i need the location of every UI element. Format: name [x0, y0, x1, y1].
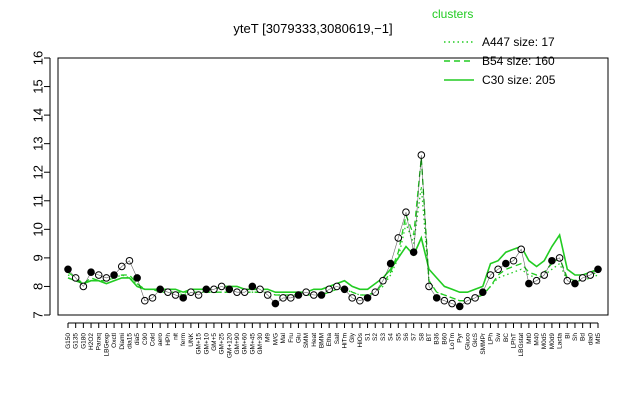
x-tick-label: S5 — [395, 333, 402, 341]
x-tick-label: HPh — [165, 333, 172, 346]
chart-title: yteT [3079333,3080619,−1] — [233, 21, 392, 36]
x-tick-label: nit — [173, 333, 180, 340]
y-tick-label: 13 — [31, 136, 46, 150]
x-tick-label: S1 — [365, 333, 372, 341]
series-line-dotted — [67, 186, 599, 302]
x-tick-label: BC — [503, 333, 510, 342]
y-tick-label: 9 — [31, 254, 46, 261]
x-tick-label: LPhT — [511, 333, 518, 349]
x-tick-label: Oxctl — [111, 332, 118, 347]
x-tick-label: Bd — [580, 333, 587, 341]
x-tick-label: Pyr — [457, 332, 464, 343]
x-tick-label: Mal — [280, 332, 287, 343]
x-tick-label: GM+120 — [226, 333, 233, 358]
plot-border — [57, 57, 609, 316]
y-tick-label: 8 — [31, 283, 46, 290]
x-tick-label: Salt — [334, 333, 341, 344]
x-tick-label: SMMPr — [480, 332, 487, 355]
x-tick-label: LBGexp — [103, 333, 110, 357]
x-tick-label: Cold — [149, 333, 156, 347]
x-tick-label: Diami — [119, 333, 126, 350]
x-tick-label: LoTm — [449, 333, 456, 350]
x-tick-label: M40 — [534, 333, 541, 346]
x-tick-label: Mt5 — [595, 333, 602, 344]
x-tick-label: GM+25 — [219, 333, 226, 355]
x-tick-label: HiOs — [357, 332, 364, 347]
x-tick-label: dia15 — [126, 333, 133, 349]
x-tick-label: Fru — [288, 333, 295, 343]
x-tick-label: H2O2 — [88, 333, 95, 350]
x-tick-label: UNK — [188, 332, 195, 346]
x-tick-label: Heat — [311, 333, 318, 347]
x-tick-label: Bl — [564, 332, 571, 338]
x-tick-label: S7 — [411, 333, 418, 341]
legend: clusters A447 size: 17 B54 size: 160 C30 s… — [432, 7, 556, 87]
x-tick-label: GM+15 — [196, 333, 203, 355]
x-tick-label: Glu — [295, 333, 302, 344]
x-tick-label: S2 — [372, 333, 379, 341]
x-tick-label: G135 — [73, 333, 80, 349]
x-tick-label: C90 — [142, 333, 149, 345]
x-tick-label: LPh — [487, 333, 494, 345]
x-tick-label: GM+60 — [242, 333, 249, 355]
x-tick-label: Sh — [572, 333, 579, 341]
x-tick-label: M0d5 — [541, 333, 548, 350]
y-tick-label: 12 — [31, 165, 46, 179]
x-tick-label: M0d9 — [549, 333, 556, 350]
x-axis: G150 G135 G180 H2O2 Paraq LBGexp Oxctl Diami dia… — [65, 322, 602, 358]
x-tick-label: HiTm — [342, 333, 349, 349]
x-tick-label: ferm — [180, 333, 187, 346]
x-tick-label: aero — [157, 333, 164, 346]
x-tick-label: Etha — [326, 333, 333, 347]
x-tick-label: B36 — [434, 333, 441, 345]
series-layer — [64, 151, 602, 311]
legend-label: B54 size: 160 — [482, 54, 555, 68]
x-tick-label: GM+30 — [257, 333, 264, 355]
x-tick-label: G180 — [80, 333, 87, 349]
y-axis: 7 8 9 10 11 12 13 14 15 16 — [31, 51, 51, 319]
x-tick-label: S8 — [418, 333, 425, 341]
x-tick-label: GM+90 — [234, 333, 241, 355]
y-tick-label: 16 — [31, 51, 46, 65]
y-tick-label: 14 — [31, 108, 46, 122]
x-tick-label: BT — [426, 333, 433, 341]
y-tick-label: 7 — [31, 311, 46, 318]
x-tick-label: GM+5 — [211, 333, 218, 351]
plot-area — [57, 57, 609, 316]
data-line — [67, 155, 599, 307]
series-line-solid — [67, 233, 599, 294]
x-tick-label: Paraq — [96, 333, 103, 351]
x-tick-label: S6 — [403, 333, 410, 341]
x-tick-label: GM+45 — [249, 333, 256, 355]
x-tick-label: dia0 — [587, 333, 594, 346]
legend-label: A447 size: 17 — [482, 35, 555, 49]
x-tick-label: Sw — [495, 333, 502, 342]
x-tick-label: M/G — [272, 333, 279, 345]
series-line-dashed — [67, 157, 599, 302]
y-tick-label: 10 — [31, 222, 46, 236]
x-tick-label: Gly — [349, 332, 356, 343]
x-tick-label: dia5 — [134, 333, 141, 346]
x-tick-label: M9 — [265, 333, 272, 342]
x-tick-label: Gluco — [464, 333, 471, 350]
x-tick-label: Mt0 — [526, 333, 533, 344]
x-tick-label: Lacta — [557, 333, 564, 349]
y-tick-label: 15 — [31, 79, 46, 93]
x-tick-label: S4 — [388, 333, 395, 341]
legend-label: C30 size: 205 — [482, 73, 556, 87]
x-tick-label: GlcS — [472, 332, 479, 347]
x-tick-label: SMM — [303, 333, 310, 348]
x-tick-label: BMM — [318, 333, 325, 348]
x-tick-label: B60 — [441, 333, 448, 345]
x-tick-label: G150 — [65, 333, 72, 349]
x-tick-label: S3 — [380, 333, 387, 341]
y-tick-label: 11 — [31, 194, 46, 208]
legend-title: clusters — [432, 7, 473, 21]
x-tick-label: LBGstat — [518, 333, 525, 357]
x-tick-label: GM+10 — [203, 333, 210, 355]
